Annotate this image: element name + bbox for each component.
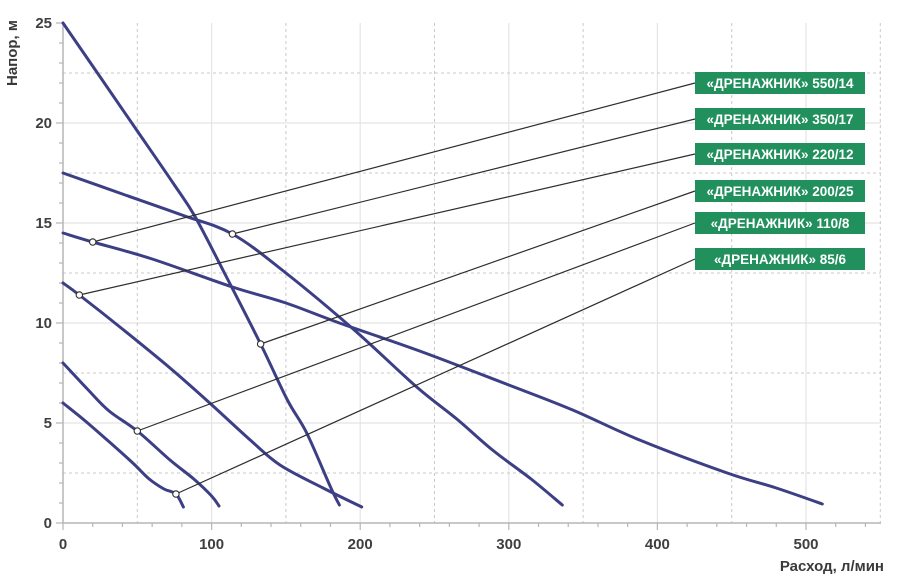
x-tick-label: 200 <box>348 536 373 553</box>
pump-curve-200-25 <box>61 21 341 507</box>
series-label-text-350-17: «ДРЕНАЖНИК» 350/17 <box>706 112 853 127</box>
curve-marker-200-25 <box>256 340 265 348</box>
series-label-text-550-14: «ДРЕНАЖНИК» 550/14 <box>706 76 854 91</box>
series-label-box-550-14 <box>695 72 865 94</box>
x-tick-label: 400 <box>645 536 670 553</box>
leader-line-200-25 <box>260 190 696 345</box>
curve-marker-85-6 <box>172 490 180 498</box>
axes: 0 100 200 300 400 500 0 5 10 15 20 25 <box>35 15 881 553</box>
series-label-box-220-12 <box>695 143 865 165</box>
grid-lines <box>63 23 881 523</box>
leader-line-550-14 <box>92 82 696 243</box>
pump-curve-110-8 <box>61 361 221 508</box>
curve-marker-350-17 <box>228 230 237 238</box>
series-labels: «ДРЕНАЖНИК» 550/14 «ДРЕНАЖНИК» 350/17 «ДРЕ… <box>695 72 865 270</box>
curve-marker-110-8 <box>133 427 142 435</box>
leader-line-85-6 <box>175 258 696 495</box>
curve-marker-550-14 <box>88 238 97 246</box>
series-label-box-350-17 <box>695 108 865 130</box>
y-tick-label: 20 <box>35 115 52 132</box>
y-tick-label: 15 <box>35 215 52 232</box>
x-tick-label: 0 <box>59 536 67 553</box>
y-axis-title: Напор, м <box>4 20 21 86</box>
leader-line-110-8 <box>137 222 696 432</box>
label-leader-lines <box>75 82 696 498</box>
pump-curve-350-17 <box>61 171 564 507</box>
series-label-text-200-25: «ДРЕНАЖНИК» 200/25 <box>706 184 854 199</box>
y-tick-label: 25 <box>35 15 52 32</box>
series-label-text-220-12: «ДРЕНАЖНИК» 220/12 <box>706 147 853 162</box>
y-tick-label: 5 <box>44 415 52 432</box>
x-tick-label: 100 <box>199 536 224 553</box>
pump-curve-550-14 <box>61 231 824 506</box>
y-tick-label: 0 <box>44 515 52 532</box>
x-tick-label: 500 <box>793 536 818 553</box>
curve-marker-220-12 <box>75 291 84 299</box>
series-label-box-200-25 <box>695 180 865 202</box>
leader-line-350-17 <box>232 118 696 235</box>
x-axis-title: Расход, л/мин <box>780 558 884 575</box>
leader-line-220-12 <box>79 153 696 296</box>
series-label-text-85-6: «ДРЕНАЖНИК» 85/6 <box>714 252 847 267</box>
series-label-box-85-6 <box>695 248 865 270</box>
x-tick-label: 300 <box>496 536 521 553</box>
series-label-box-110-8 <box>695 212 865 234</box>
pump-curve-220-12 <box>61 281 364 509</box>
series-label-text-110-8: «ДРЕНАЖНИК» 110/8 <box>711 216 850 231</box>
y-tick-label: 10 <box>35 315 52 332</box>
